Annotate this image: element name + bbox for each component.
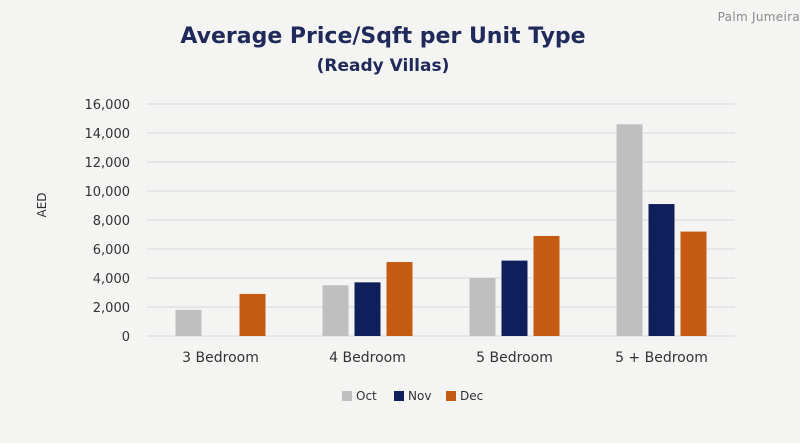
category-label: 5 + Bedroom [615,350,708,366]
bar-dec-4 [680,231,707,336]
bar-dec-3 [533,235,560,336]
y-tick-label: 14,000 [85,127,131,142]
y-tick-label: 10,000 [85,185,131,200]
bar-nov-2 [354,282,381,336]
chart-title: Average Price/Sqft per Unit Type [180,24,586,49]
bar-oct-3 [469,278,496,336]
y-tick-label: 8,000 [93,214,130,229]
legend-swatch-oct [342,391,352,401]
bar-dec-1 [239,293,266,336]
y-axis-label: AED [35,192,49,217]
bar-nov-4 [648,204,675,336]
category-label: 4 Bedroom [329,350,406,366]
gridlines [147,103,735,337]
bar-oct-2 [322,285,349,336]
bars [175,124,707,336]
legend: Oct Nov Dec [342,389,483,403]
y-tick-label: 6,000 [93,243,130,258]
bar-dec-2 [386,262,413,336]
chart-subtitle: (Ready Villas) [316,56,450,76]
y-tick-label: 2,000 [93,301,130,316]
bar-oct-1 [175,309,202,336]
category-label: 5 Bedroom [476,350,553,366]
bar-nov-3 [501,260,528,336]
y-tick-label: 4,000 [93,272,130,287]
bar-oct-4 [616,124,643,336]
category-label: 3 Bedroom [182,350,259,366]
corner-location-label: Palm Jumeira [717,10,800,24]
legend-label-nov: Nov [408,389,431,403]
y-tick-label: 12,000 [85,156,131,171]
y-axis-ticks: 0 2,000 4,000 6,000 8,000 10,000 12,000 14,000 1… [85,98,131,345]
legend-label-dec: Dec [460,389,483,403]
y-tick-label: 16,000 [85,98,131,113]
legend-swatch-nov [394,391,404,401]
category-labels: 3 Bedroom 4 Bedroom 5 Bedroom 5 + Bedroom [182,350,708,366]
legend-swatch-dec [446,391,456,401]
legend-label-oct: Oct [356,389,377,403]
y-tick-label: 0 [122,330,130,345]
